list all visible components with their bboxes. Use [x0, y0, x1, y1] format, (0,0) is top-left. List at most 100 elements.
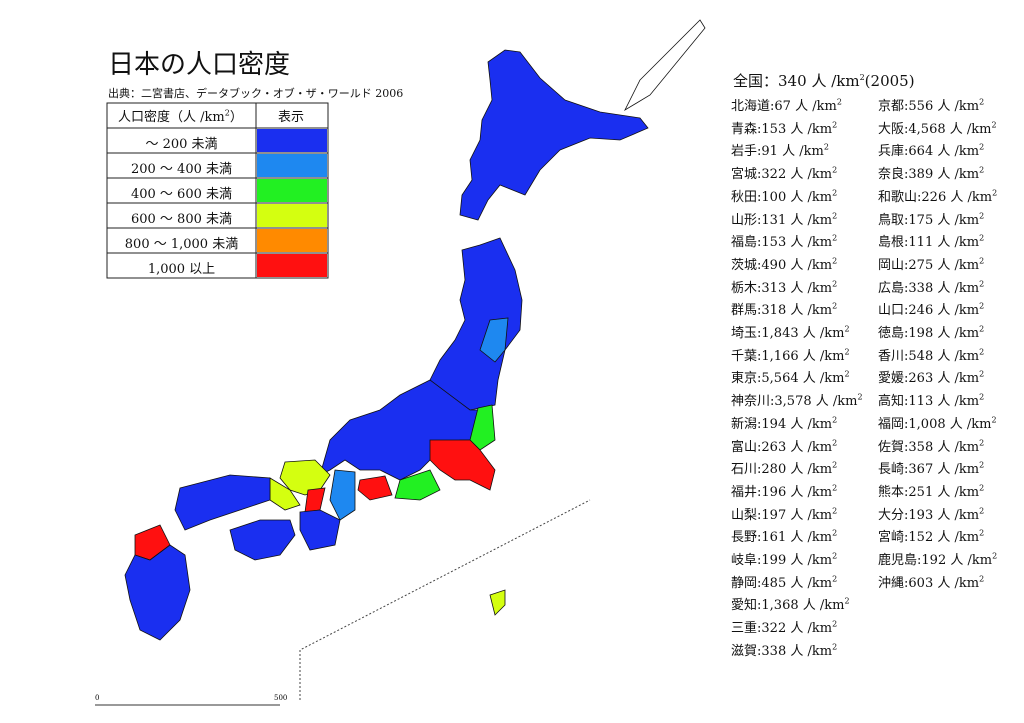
unit-sup: 2 — [832, 483, 838, 493]
unit-sup: 2 — [844, 597, 850, 607]
prefecture-row: 大阪:4,568 人 /km2 — [878, 118, 997, 137]
density: 198 — [908, 326, 934, 341]
unit-sup: 2 — [832, 165, 838, 175]
okinawa — [489, 589, 506, 616]
legend-swatch — [257, 179, 327, 202]
unit-sup: 2 — [979, 347, 985, 357]
prefecture-row: 宮城:322 人 /km2 — [731, 163, 837, 182]
unit-sup: 2 — [992, 551, 998, 561]
separator: : — [904, 394, 909, 410]
unit: 人 /km — [790, 439, 833, 455]
density: 263 — [761, 439, 787, 455]
unit: 人 /km — [937, 167, 980, 183]
prefecture-name: 埼玉 — [731, 326, 758, 341]
prefecture-name: 山口 — [878, 303, 905, 319]
density: 131 — [761, 212, 787, 228]
density: 153 — [761, 235, 787, 251]
prefecture-row: 福島:153 人 /km2 — [731, 231, 837, 250]
unit-sup: 2 — [979, 438, 985, 448]
unit-sup: 2 — [832, 256, 838, 266]
prefecture-row: 熊本:251 人 /km2 — [878, 481, 984, 500]
unit: 人 /km — [790, 507, 833, 523]
unit: 人 /km — [937, 326, 980, 341]
prefecture-name: 佐賀 — [878, 439, 905, 455]
ibaraki — [469, 404, 496, 451]
national-value: 340 — [778, 72, 807, 90]
density: 490 — [761, 257, 787, 273]
unit: 人 /km — [790, 484, 833, 500]
unit-sup: 2 — [979, 574, 985, 584]
hokkaido — [459, 49, 649, 221]
density: 664 — [908, 144, 934, 160]
unit: 人 /km — [790, 462, 833, 478]
unit: 人 /km — [937, 507, 980, 523]
unit: 人 /km — [795, 99, 837, 114]
prefecture-name: 鹿児島 — [878, 553, 918, 568]
separator: : — [904, 212, 909, 228]
national: 全国：340 人 /km2(2005) — [733, 70, 915, 91]
unit-sup: 2 — [844, 324, 850, 334]
prefecture-row: 京都:556 人 /km2 — [878, 95, 984, 114]
unit: 人 /km — [949, 121, 992, 137]
separator: : — [757, 598, 762, 614]
separator: : — [904, 121, 909, 137]
kii — [299, 509, 341, 551]
unit-sup: 2 — [979, 211, 985, 221]
prefecture-name: 高知 — [878, 394, 905, 410]
prefecture-name: 石川 — [731, 462, 758, 478]
unit-sup: 2 — [832, 279, 838, 289]
separator: : — [757, 167, 762, 183]
unit: 人 /km — [937, 280, 980, 296]
unit-sup: 2 — [832, 233, 838, 243]
unit: 人 /km — [802, 371, 845, 387]
prefecture-row: 栃木:313 人 /km2 — [731, 277, 838, 295]
density: 389 — [908, 167, 934, 183]
prefecture-row: 石川:280 人 /km2 — [731, 458, 837, 477]
prefecture-name: 大阪 — [878, 121, 905, 137]
separator: : — [904, 99, 909, 114]
prefecture-name: 香川 — [878, 348, 905, 364]
separator: : — [757, 462, 762, 478]
national-label: 全国： — [733, 72, 779, 90]
unit-sup: 2 — [857, 392, 863, 402]
prefecture-row: 富山:263 人 /km2 — [731, 436, 837, 455]
unit: 人 /km — [790, 303, 833, 319]
prefecture-name: 新潟 — [731, 416, 758, 432]
unit-sup: 2 — [832, 619, 838, 629]
density: 367 — [908, 462, 934, 478]
unit: 人 /km — [949, 416, 992, 432]
density: 1,008 — [908, 416, 946, 432]
density: 153 — [761, 121, 787, 137]
tohoku — [429, 237, 523, 411]
unit-sup: 2 — [832, 211, 838, 221]
prefecture-row: 北海道:67 人 /km2 — [731, 95, 842, 114]
density: 485 — [761, 575, 787, 591]
prefecture-row: 神奈川:3,578 人 /km2 — [731, 390, 863, 409]
title: 日本の人口密度 — [108, 50, 291, 80]
density: 111 — [908, 235, 934, 251]
separator: : — [904, 257, 909, 273]
kuril — [624, 19, 706, 112]
unit-sup: 2 — [844, 347, 850, 357]
unit-sup: 2 — [979, 370, 985, 380]
prefecture-row: 鹿児島:192 人 /km2 — [878, 549, 997, 568]
prefecture-row: 滋賀:338 人 /km2 — [731, 640, 837, 658]
separator: : — [757, 553, 762, 568]
unit: 人 /km — [790, 257, 833, 273]
shizuoka — [394, 469, 441, 501]
prefecture-name: 大分 — [878, 507, 905, 523]
tokyo-area — [429, 439, 496, 491]
legend-header: 人口密度（人 /km2） — [118, 106, 243, 125]
unit-sup: 2 — [979, 392, 985, 402]
unit-sup: 2 — [992, 188, 998, 198]
prefecture-row: 茨城:490 人 /km2 — [731, 254, 837, 273]
prefecture-row: 福岡:1,008 人 /km2 — [878, 413, 997, 432]
density: 161 — [761, 530, 787, 546]
prefecture-row: 大分:193 人 /km2 — [878, 504, 984, 523]
density: 152 — [908, 530, 934, 546]
prefecture-name: 北海道 — [731, 99, 771, 114]
prefecture-row: 和歌山:226 人 /km2 — [878, 186, 998, 204]
legend-label: 600 ～ 800 未満 — [130, 212, 233, 227]
density: 246 — [908, 303, 934, 319]
unit-sup: 2 — [832, 460, 838, 470]
